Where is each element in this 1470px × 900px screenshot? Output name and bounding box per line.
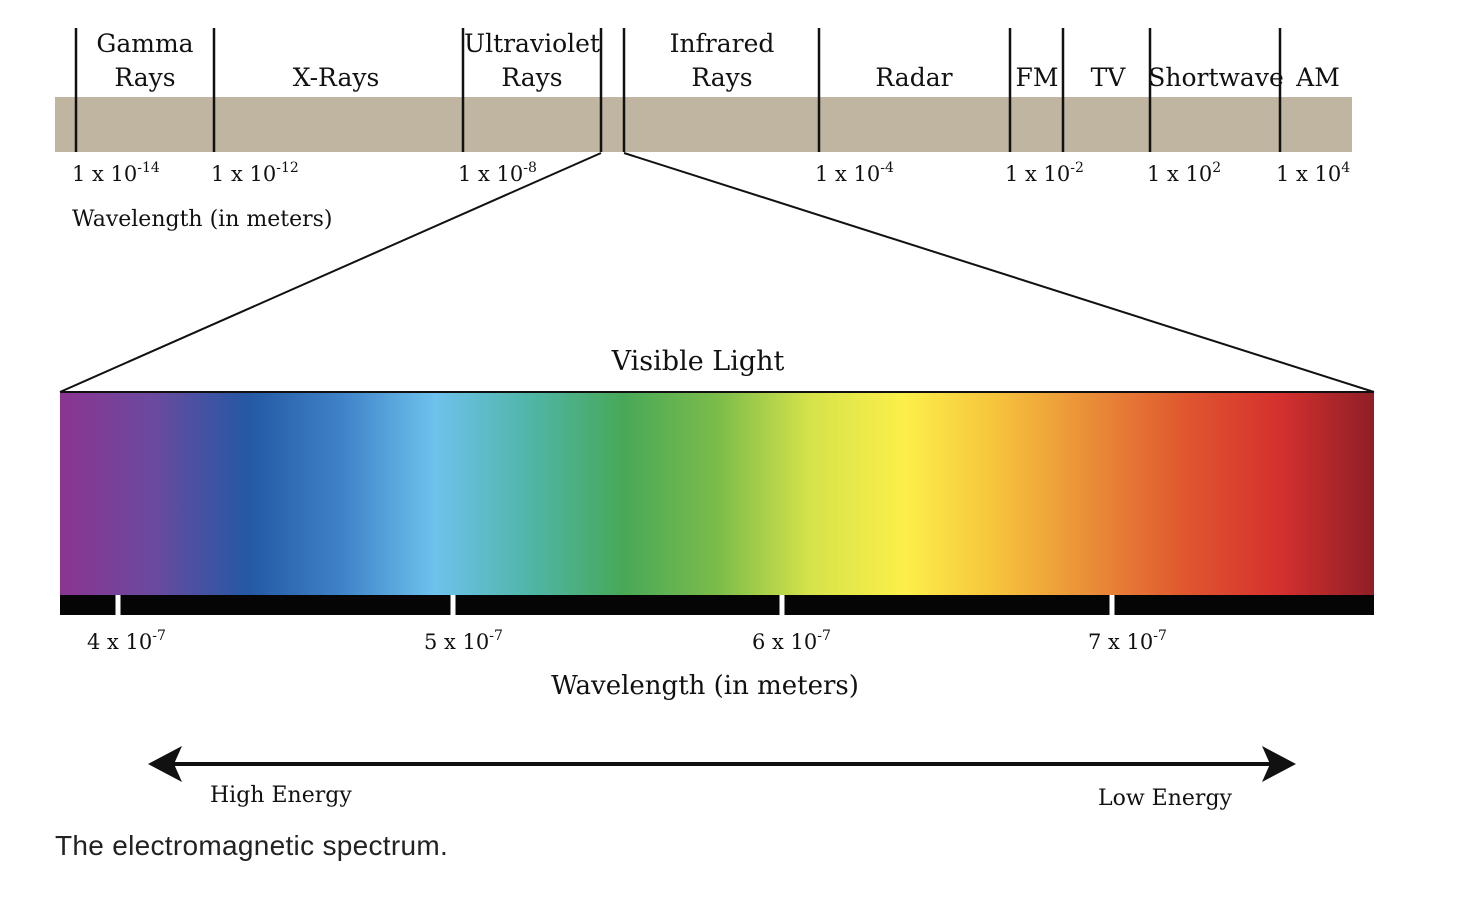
visible-tick-0 [115, 595, 121, 615]
em-spectrum-diagram: Gamma Rays X-Rays Ultraviolet Rays Infrared Ra… [55, 28, 1375, 811]
visible-light-title: Visible Light [611, 346, 785, 377]
zoom-line-left [59, 152, 602, 393]
energy-arrow [148, 746, 1296, 782]
visible-tick-3 [1109, 595, 1115, 615]
visible-tick-label-0: 4 x 10-7 [87, 628, 166, 654]
visible-axis-label: Wavelength (in meters) [551, 671, 859, 701]
region-label-radar: Radar [875, 63, 952, 92]
spectrum-tick-label-6: 1 x 104 [1276, 160, 1350, 186]
spectrum-tick-label-4: 1 x 10-2 [1005, 160, 1084, 186]
visible-spectrum-gradient [60, 393, 1374, 595]
spectrum-tick-label-5: 1 x 102 [1147, 160, 1221, 186]
region-label-ir: Infrared [670, 29, 775, 58]
region-label-uv: Rays [501, 63, 562, 92]
spectrum-region-labels: Gamma Rays X-Rays Ultraviolet Rays Infrared Ra… [96, 29, 1339, 92]
region-label-am: AM [1295, 63, 1340, 92]
high-energy-label: High Energy [210, 783, 352, 808]
region-label-xray: X-Rays [293, 63, 380, 92]
figure-caption: The electromagnetic spectrum. [55, 830, 449, 861]
region-label-gamma: Gamma [96, 29, 193, 58]
region-label-uv: Ultraviolet [464, 29, 600, 58]
visible-scale-bar [60, 595, 1374, 615]
spectrum-tick-label-0: 1 x 10-14 [72, 160, 160, 186]
spectrum-tick-label-3: 1 x 10-4 [815, 160, 894, 186]
region-label-tv: TV [1091, 63, 1127, 92]
spectrum-tick-labels: 1 x 10-14 1 x 10-12 1 x 10-8 1 x 10-4 1 x 10… [72, 160, 1350, 186]
visible-scale-ticks [115, 595, 1115, 615]
region-label-ir: Rays [691, 63, 752, 92]
zoom-line-right [623, 152, 1375, 393]
spectrum-band [55, 97, 1352, 152]
visible-tick-labels: 4 x 10-7 5 x 10-7 6 x 10-7 7 x 10-7 [87, 628, 1167, 654]
visible-tick-label-2: 6 x 10-7 [752, 628, 831, 654]
spectrum-tick-label-2: 1 x 10-8 [458, 160, 537, 186]
visible-tick-label-3: 7 x 10-7 [1088, 628, 1167, 654]
region-label-fm: FM [1016, 63, 1059, 92]
region-label-gamma: Rays [114, 63, 175, 92]
spectrum-tick-label-1: 1 x 10-12 [211, 160, 299, 186]
visible-tick-label-1: 5 x 10-7 [424, 628, 503, 654]
region-label-shortwave: Shortwave [1148, 63, 1284, 92]
low-energy-label: Low Energy [1098, 786, 1233, 811]
visible-tick-1 [450, 595, 456, 615]
spectrum-dividers [74, 28, 1282, 152]
visible-tick-2 [779, 595, 785, 615]
spectrum-axis-label: Wavelength (in meters) [72, 207, 333, 232]
